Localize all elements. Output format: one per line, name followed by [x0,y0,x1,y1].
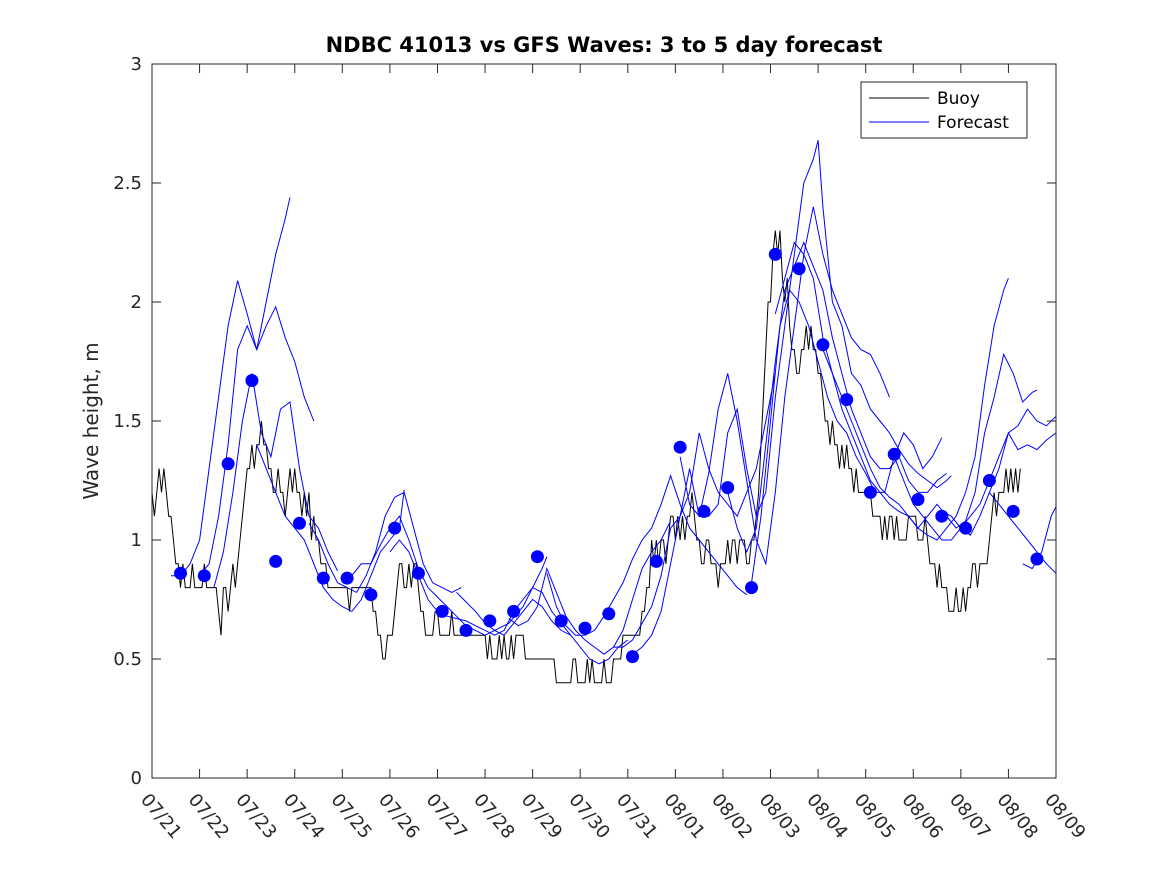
forecast-marker-29 [840,393,854,407]
forecast-marker-18 [578,621,592,635]
forecast-run-line-12 [632,140,952,655]
forecast-marker-14 [483,614,497,628]
forecast-marker-20 [626,650,639,664]
legend-box [860,81,1028,139]
buoy-series-line [151,230,1021,684]
forecast-run-line-17 [822,278,1009,541]
forecast-run-line-15 [751,289,943,583]
forecast-marker-7 [316,571,330,585]
forecast-marker-19 [602,607,616,621]
forecast-marker-28 [816,338,830,352]
forecast-run-line-8 [456,592,571,636]
y-axis-label: Wave height, m [79,342,103,499]
forecast-marker-23 [697,504,711,518]
forecast-marker-24 [721,481,735,495]
legend: Buoy Forecast [860,81,1028,139]
forecast-marker-36 [1006,504,1020,518]
forecast-marker-4 [245,374,259,387]
forecast-marker-34 [959,521,973,535]
legend-forecast-label: Forecast [937,113,1009,133]
forecast-marker-3 [221,457,235,471]
forecast-run-line-18 [893,408,1057,541]
y-tick-label: 3 [131,54,142,75]
forecast-run-line-1 [171,197,291,577]
forecast-marker-31 [887,447,901,461]
forecast-marker-10 [388,521,402,535]
forecast-marker-5 [269,554,283,568]
forecast-marker-35 [982,474,996,487]
forecast-marker-32 [911,493,925,506]
forecast-marker-33 [935,509,949,523]
forecast-marker-11 [411,566,425,580]
forecast-marker-30 [863,485,877,499]
y-tick-label: 1 [131,530,142,551]
y-tick-label: 1.5 [113,411,142,432]
forecast-marker-1 [174,566,187,580]
forecast-marker-26 [768,247,782,261]
forecast-marker-17 [554,614,568,628]
forecast-marker-21 [649,554,663,568]
forecast-run-line-7 [389,539,629,665]
forecast-run-line-5 [308,491,462,594]
forecast-run-line-13 [679,206,890,566]
forecast-marker-12 [435,604,449,618]
forecast-marker-2 [197,569,211,583]
forecast-run-line-9 [508,520,672,655]
forecast-marker-9 [364,588,378,602]
forecast-run-line-21 [1022,506,1057,570]
forecast-run-line-4 [256,444,405,613]
forecast-run-line-14 [727,241,947,554]
forecast-marker-13 [459,623,473,637]
y-tick-label: 2.5 [113,173,142,194]
forecast-marker-25 [745,581,758,595]
series-layer [151,140,1057,684]
forecast-marker-27 [792,262,806,276]
chart-title: NDBC 41013 vs GFS Waves: 3 to 5 day fore… [326,33,883,57]
forecast-run-line-10 [546,474,747,636]
forecast-marker-8 [340,571,354,585]
forecast-run-line-3 [213,373,339,588]
plot-area [152,64,1056,778]
y-tick-label: 0.5 [113,649,142,670]
forecast-marker-22 [673,440,687,454]
forecast-marker-16 [530,550,544,564]
forecast-run-line-20 [989,492,1057,574]
forecast-marker-6 [293,516,306,530]
y-tick-label: 0 [131,768,142,789]
legend-buoy-label: Buoy [937,89,980,109]
forecast-run-line-2 [199,305,315,577]
forecast-marker-15 [507,604,521,618]
forecast-marker-37 [1030,552,1044,566]
y-tick-label: 2 [131,292,142,313]
